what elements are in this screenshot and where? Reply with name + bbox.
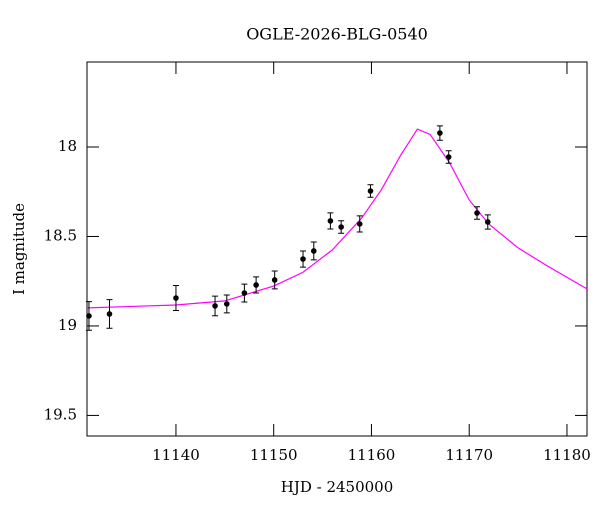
data-point: [271, 277, 278, 283]
data-point: [474, 210, 480, 216]
data-point: [106, 311, 113, 317]
data-point: [223, 301, 230, 307]
model-curve: [86, 128, 588, 309]
data-point: [356, 221, 363, 227]
x-tick-label: 11150: [250, 446, 298, 464]
data-point: [241, 290, 248, 296]
data-point: [310, 248, 317, 254]
data-point: [484, 219, 491, 225]
y-tick-label: 18: [58, 137, 77, 155]
data-point: [253, 282, 259, 288]
x-tick-label: 11180: [543, 446, 591, 464]
data-point: [327, 218, 334, 224]
plot-frame: [86, 61, 588, 437]
y-tick-label: 18.5: [44, 226, 77, 244]
x-tick-label: 11140: [152, 446, 200, 464]
data-point: [437, 130, 443, 136]
data-point: [367, 188, 374, 194]
data-point: [445, 154, 452, 160]
x-axis-label: HJD - 2450000: [281, 478, 394, 496]
data-point: [212, 303, 218, 309]
y-axis-label: I magnitude: [10, 203, 28, 295]
y-tick-label: 19.5: [44, 405, 77, 423]
x-tick-label: 11170: [445, 446, 493, 464]
x-tick-label: 11160: [348, 446, 396, 464]
data-point: [300, 256, 306, 262]
data-point: [173, 295, 179, 301]
chart-title: OGLE-2026-BLG-0540: [246, 25, 428, 44]
y-tick-label: 19: [58, 316, 77, 334]
data-point: [338, 224, 344, 230]
data-point: [86, 313, 92, 319]
